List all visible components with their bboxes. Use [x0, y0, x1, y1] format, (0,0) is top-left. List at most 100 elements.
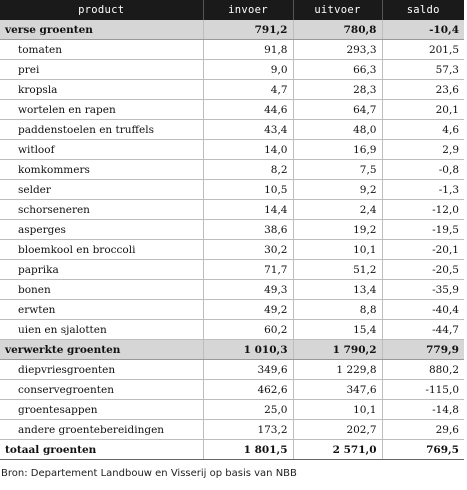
table-row: kropsla 4,7 28,3 23,6 — [0, 79, 464, 100]
table-row: bonen 49,3 13,4 -35,9 — [0, 279, 464, 300]
cell-product: prei — [0, 59, 204, 80]
cell-invoer: 1 801,5 — [203, 439, 294, 460]
cell-product: paddenstoelen en truffels — [0, 119, 204, 140]
document: product invoer uitvoer saldo verse groen… — [0, 0, 464, 479]
table-row: prei 9,0 66,3 57,3 — [0, 59, 464, 80]
table-row: groentesappen 25,0 10,1 -14,8 — [0, 399, 464, 420]
cell-invoer: 25,0 — [203, 399, 294, 420]
cell-invoer: 49,3 — [203, 279, 294, 300]
cell-product: andere groentebereidingen — [0, 419, 204, 440]
cell-saldo: -14,8 — [382, 399, 464, 420]
total-row: totaal groenten 1 801,5 2 571,0 769,5 — [0, 439, 464, 460]
table-row: asperges 38,6 19,2 -19,5 — [0, 219, 464, 240]
table-row: andere groentebereidingen 173,2 202,7 29,6 — [0, 419, 464, 440]
cell-uitvoer: 2,4 — [293, 199, 383, 220]
cell-invoer: 10,5 — [203, 179, 294, 200]
group-row: verse groenten 791,2 780,8 -10,4 — [0, 20, 464, 40]
cell-product: witloof — [0, 139, 204, 160]
cell-product: kropsla — [0, 79, 204, 100]
cell-saldo: -35,9 — [382, 279, 464, 300]
header-product: product — [0, 0, 204, 20]
cell-invoer: 349,6 — [203, 359, 294, 380]
cell-invoer: 43,4 — [203, 119, 294, 140]
cell-saldo: -20,1 — [382, 239, 464, 260]
cell-saldo: 29,6 — [382, 419, 464, 440]
cell-product: bloemkool en broccoli — [0, 239, 204, 260]
table-row: erwten 49,2 8,8 -40,4 — [0, 299, 464, 320]
table-row: paprika 71,7 51,2 -20,5 — [0, 259, 464, 280]
cell-product: verse groenten — [0, 20, 204, 40]
table-row: schorseneren 14,4 2,4 -12,0 — [0, 199, 464, 220]
cell-invoer: 462,6 — [203, 379, 294, 400]
table-row: tomaten 91,8 293,3 201,5 — [0, 39, 464, 60]
cell-saldo: -12,0 — [382, 199, 464, 220]
table-header: product invoer uitvoer saldo — [0, 0, 464, 20]
cell-uitvoer: 1 229,8 — [293, 359, 383, 380]
table-row: diepvriesgroenten 349,6 1 229,8 880,2 — [0, 359, 464, 380]
cell-uitvoer: 202,7 — [293, 419, 383, 440]
header-invoer: invoer — [203, 0, 294, 20]
cell-uitvoer: 66,3 — [293, 59, 383, 80]
cell-uitvoer: 2 571,0 — [293, 439, 383, 460]
cell-product: erwten — [0, 299, 204, 320]
table-row: wortelen en rapen 44,6 64,7 20,1 — [0, 99, 464, 120]
cell-uitvoer: 28,3 — [293, 79, 383, 100]
cell-saldo: 769,5 — [382, 439, 464, 460]
cell-saldo: -20,5 — [382, 259, 464, 280]
cell-uitvoer: 293,3 — [293, 39, 383, 60]
cell-saldo: -19,5 — [382, 219, 464, 240]
table-row: selder 10,5 9,2 -1,3 — [0, 179, 464, 200]
table-row: bloemkool en broccoli 30,2 10,1 -20,1 — [0, 239, 464, 260]
header-saldo: saldo — [382, 0, 464, 20]
cell-uitvoer: 19,2 — [293, 219, 383, 240]
cell-uitvoer: 10,1 — [293, 399, 383, 420]
cell-invoer: 49,2 — [203, 299, 294, 320]
cell-product: wortelen en rapen — [0, 99, 204, 120]
cell-product: paprika — [0, 259, 204, 280]
cell-invoer: 91,8 — [203, 39, 294, 60]
cell-uitvoer: 15,4 — [293, 319, 383, 340]
cell-invoer: 14,4 — [203, 199, 294, 220]
cell-invoer: 71,7 — [203, 259, 294, 280]
cell-product: verwerkte groenten — [0, 339, 204, 360]
cell-uitvoer: 10,1 — [293, 239, 383, 260]
header-uitvoer: uitvoer — [293, 0, 383, 20]
cell-product: uien en sjalotten — [0, 319, 204, 340]
source-note: Bron: Departement Landbouw en Visserij o… — [1, 468, 297, 479]
cell-saldo: -10,4 — [382, 20, 464, 40]
cell-saldo: 779,9 — [382, 339, 464, 360]
cell-invoer: 14,0 — [203, 139, 294, 160]
table-row: uien en sjalotten 60,2 15,4 -44,7 — [0, 319, 464, 340]
cell-invoer: 1 010,3 — [203, 339, 294, 360]
cell-uitvoer: 48,0 — [293, 119, 383, 140]
table-row: witloof 14,0 16,9 2,9 — [0, 139, 464, 160]
cell-product: schorseneren — [0, 199, 204, 220]
cell-saldo: 880,2 — [382, 359, 464, 380]
cell-saldo: -40,4 — [382, 299, 464, 320]
cell-uitvoer: 16,9 — [293, 139, 383, 160]
cell-saldo: 201,5 — [382, 39, 464, 60]
cell-invoer: 30,2 — [203, 239, 294, 260]
cell-invoer: 38,6 — [203, 219, 294, 240]
cell-saldo: -1,3 — [382, 179, 464, 200]
trade-table: product invoer uitvoer saldo verse groen… — [0, 0, 464, 460]
cell-saldo: 4,6 — [382, 119, 464, 140]
cell-product: tomaten — [0, 39, 204, 60]
cell-saldo: 2,9 — [382, 139, 464, 160]
group-row: verwerkte groenten 1 010,3 1 790,2 779,9 — [0, 339, 464, 360]
cell-uitvoer: 347,6 — [293, 379, 383, 400]
table-row: conservegroenten 462,6 347,6 -115,0 — [0, 379, 464, 400]
cell-saldo: 57,3 — [382, 59, 464, 80]
cell-invoer: 60,2 — [203, 319, 294, 340]
cell-uitvoer: 7,5 — [293, 159, 383, 180]
cell-uitvoer: 13,4 — [293, 279, 383, 300]
cell-product: asperges — [0, 219, 204, 240]
cell-product: groentesappen — [0, 399, 204, 420]
table-row: komkommers 8,2 7,5 -0,8 — [0, 159, 464, 180]
cell-invoer: 173,2 — [203, 419, 294, 440]
cell-saldo: -115,0 — [382, 379, 464, 400]
cell-uitvoer: 64,7 — [293, 99, 383, 120]
cell-saldo: -0,8 — [382, 159, 464, 180]
cell-invoer: 791,2 — [203, 20, 294, 40]
cell-product: totaal groenten — [0, 439, 204, 460]
